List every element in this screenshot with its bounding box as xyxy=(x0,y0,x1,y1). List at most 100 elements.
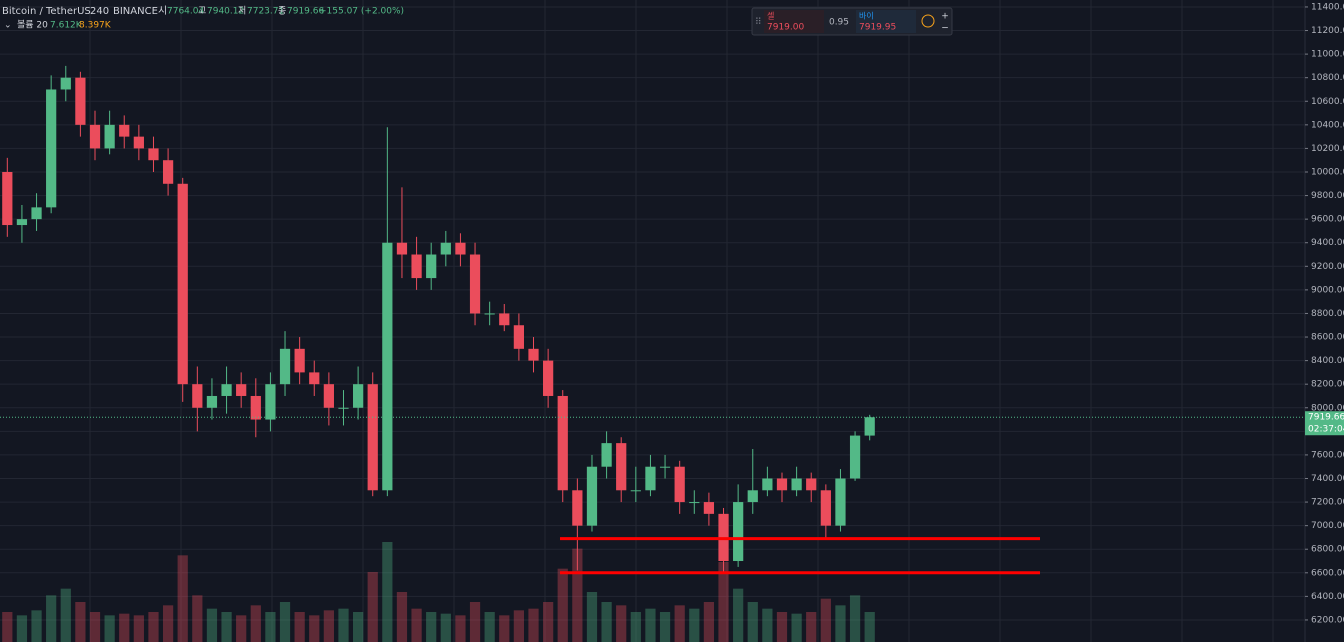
y-tick-label: 9000.00 xyxy=(1311,285,1344,295)
y-tick-label: 9800.00 xyxy=(1311,191,1344,201)
volume-bar xyxy=(352,612,364,642)
volume-bar xyxy=(426,612,437,642)
volume-bar xyxy=(396,592,408,642)
volume-bar xyxy=(543,602,554,642)
candle-body xyxy=(864,417,875,436)
y-tick-label: 10000.00 xyxy=(1311,167,1344,177)
volume-bar xyxy=(513,610,525,642)
collapse-icon[interactable]: ⌄ xyxy=(4,21,12,31)
candle-body xyxy=(133,136,144,149)
y-tick-label: 7400.00 xyxy=(1311,474,1344,484)
candle-body xyxy=(630,490,641,492)
y-tick-label: 11400.00 xyxy=(1311,2,1344,12)
candle-body xyxy=(426,254,437,279)
y-tick-label: 10800.00 xyxy=(1311,73,1344,83)
volume-bar xyxy=(645,608,656,642)
volume-bar xyxy=(104,615,115,642)
candle-body xyxy=(806,478,817,491)
candle-body xyxy=(177,183,188,385)
candle-body xyxy=(119,124,130,137)
volume-bar xyxy=(60,588,71,642)
sell-button[interactable] xyxy=(764,10,824,33)
volume-bar xyxy=(148,612,159,642)
y-tick-label: 8400.00 xyxy=(1311,356,1344,366)
candle-body xyxy=(367,384,378,491)
volume-bar xyxy=(762,608,773,642)
y-tick-label: 6600.00 xyxy=(1311,568,1344,578)
volume-bar xyxy=(46,595,57,642)
info-icon[interactable] xyxy=(921,14,935,28)
volume-bar xyxy=(455,615,466,642)
symbol: Bitcoin / TetherUS xyxy=(2,6,91,17)
candle-body xyxy=(148,148,159,161)
y-tick-label: 6200.00 xyxy=(1311,615,1344,625)
ohlc-label: 종 xyxy=(278,6,286,17)
volume-bar xyxy=(411,608,422,642)
spread: 0.95 xyxy=(829,18,849,28)
trade-widget: ⠿ 셀 7919.00 0.95 바이 7919.95 + − xyxy=(751,7,953,36)
minus-button[interactable]: − xyxy=(941,24,949,34)
last-price-label: 7919.66 xyxy=(1308,413,1344,423)
buy-price: 7919.95 xyxy=(859,23,896,33)
y-tick-label: 10400.00 xyxy=(1311,120,1344,130)
volume-bar xyxy=(616,605,627,642)
y-tick-label: 10200.00 xyxy=(1311,144,1344,154)
candle-body xyxy=(206,395,218,408)
volume-bar xyxy=(31,610,42,642)
candle-body xyxy=(733,502,744,562)
volume-bar xyxy=(849,595,861,642)
candle-body xyxy=(849,435,861,479)
candle-body xyxy=(703,502,715,514)
volume-bar xyxy=(279,602,291,642)
volume-bar xyxy=(367,572,378,642)
candle-body xyxy=(528,348,539,361)
candle-body xyxy=(16,219,28,226)
candle-body xyxy=(499,313,510,326)
candle-body xyxy=(440,242,451,255)
y-tick-label: 9600.00 xyxy=(1311,215,1344,225)
volume-bar xyxy=(733,588,744,642)
candle-body xyxy=(762,478,773,491)
candle-body xyxy=(659,466,671,468)
volume-bar xyxy=(528,608,539,642)
volume-bar xyxy=(820,598,831,642)
candle-body xyxy=(46,89,57,208)
y-tick-label: 10600.00 xyxy=(1311,97,1344,107)
candle-body xyxy=(221,384,232,396)
last-price-box xyxy=(1305,411,1344,436)
candle-body xyxy=(294,348,305,373)
drag-handle[interactable]: ⠿ xyxy=(755,17,762,28)
change: +155.07 (+2.00%) xyxy=(319,7,404,17)
candle-body xyxy=(411,254,422,279)
volume-bar xyxy=(776,612,788,642)
volume-bar xyxy=(806,612,817,642)
candle-body xyxy=(469,254,481,314)
candle-body xyxy=(484,313,495,315)
y-tick-label: 11000.00 xyxy=(1311,50,1344,60)
candle-body xyxy=(616,443,627,491)
volume-bar xyxy=(162,605,174,642)
candle-body xyxy=(776,478,788,491)
volume-bar xyxy=(484,612,495,642)
ohlc-value: 7919.66 xyxy=(287,7,324,17)
candle-body xyxy=(586,466,598,526)
y-tick-label: 9200.00 xyxy=(1311,262,1344,272)
volume-bar xyxy=(2,612,13,642)
volume-bar xyxy=(382,542,393,642)
volume-bar xyxy=(747,602,758,642)
ohlc-label: 시 xyxy=(158,5,167,17)
candle-body xyxy=(835,478,846,526)
volume-bar xyxy=(177,555,188,642)
volume-bar xyxy=(572,548,583,642)
candle-body xyxy=(75,77,86,125)
candle-body xyxy=(31,207,42,220)
y-tick-label: 7200.00 xyxy=(1311,498,1344,508)
volume-bar xyxy=(601,602,612,642)
plus-button[interactable]: + xyxy=(941,12,949,22)
volume-bar xyxy=(791,613,802,642)
volume-bar xyxy=(689,608,700,642)
buy-button[interactable] xyxy=(856,10,916,33)
ohlc-label: 고 xyxy=(198,7,206,17)
candle-body xyxy=(455,242,466,255)
